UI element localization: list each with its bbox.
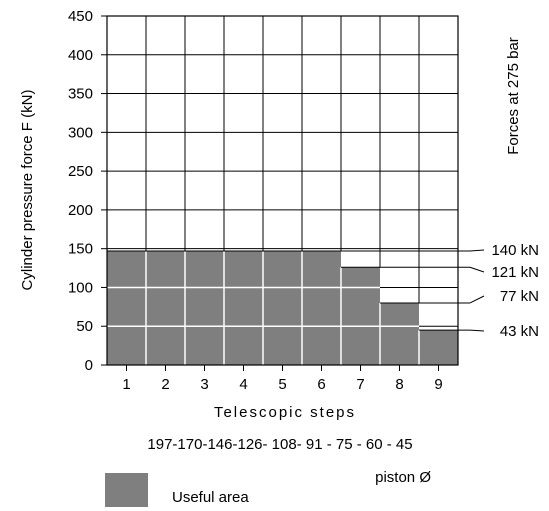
legend: Useful area bbox=[105, 473, 249, 507]
y-tick-label: 200 bbox=[68, 202, 93, 219]
bar-step-4 bbox=[224, 250, 263, 365]
annotation-label: 43 kN bbox=[500, 323, 539, 340]
y-tick-label: 100 bbox=[68, 279, 93, 296]
bar-step-1 bbox=[107, 250, 146, 365]
y-tick-label: 400 bbox=[68, 47, 93, 64]
plot-frame bbox=[106, 15, 459, 366]
y-tick-label: 450 bbox=[68, 8, 93, 25]
annotation-leader bbox=[469, 266, 485, 273]
y-tick-labels: 0 50 100 150 200 250 300 350 400 450 bbox=[68, 8, 107, 374]
bar-step-6 bbox=[302, 250, 341, 365]
x-tick-label: 4 bbox=[239, 376, 247, 393]
bar-step-2 bbox=[146, 250, 185, 365]
bar-step-8 bbox=[380, 302, 419, 365]
legend-label: Useful area bbox=[172, 489, 249, 506]
y-axis-label: Cylinder pressure force F (kN) bbox=[19, 90, 36, 291]
bar-step-7 bbox=[341, 267, 380, 365]
y-tick-label: 350 bbox=[68, 86, 93, 103]
y-tick-label: 250 bbox=[68, 163, 93, 180]
x-axis-label: Telescopic steps bbox=[214, 404, 356, 421]
x-tick-label: 2 bbox=[161, 376, 169, 393]
side-label: Forces at 275 bar bbox=[505, 37, 522, 155]
legend-swatch bbox=[105, 473, 148, 507]
annotation-leader bbox=[469, 249, 485, 252]
bar-step-5 bbox=[263, 250, 302, 365]
piston-diameters: 197-170-146-126- 108- 91 - 75 - 60 - 45 bbox=[147, 436, 412, 453]
x-tick-labels: 1 2 3 4 5 6 7 8 9 bbox=[122, 365, 443, 393]
y-tick-label: 0 bbox=[85, 357, 93, 374]
x-tick-label: 3 bbox=[200, 376, 208, 393]
grid bbox=[107, 16, 458, 365]
bar-step-3 bbox=[185, 250, 224, 365]
annotation-leader bbox=[469, 329, 485, 332]
annotation-label: 77 kN bbox=[500, 288, 539, 305]
y-tick-label: 50 bbox=[76, 318, 93, 335]
annotation-label: 121 kN bbox=[491, 264, 539, 281]
x-tick-label: 5 bbox=[278, 376, 286, 393]
annotation-label: 140 kN bbox=[491, 242, 539, 259]
x-tick-label: 9 bbox=[434, 376, 442, 393]
x-tick-label: 6 bbox=[317, 376, 325, 393]
x-tick-label: 8 bbox=[395, 376, 403, 393]
y-tick-label: 150 bbox=[68, 241, 93, 258]
x-tick-label: 7 bbox=[356, 376, 364, 393]
x-tick-label: 1 bbox=[122, 376, 130, 393]
y-tick-label: 300 bbox=[68, 124, 93, 141]
annotation-leader bbox=[469, 295, 485, 304]
bar-step-9 bbox=[419, 330, 458, 365]
piston-label: piston Ø bbox=[375, 469, 431, 486]
annotations: 140 kN 121 kN 77 kN 43 kN bbox=[107, 242, 539, 340]
bars bbox=[107, 250, 458, 365]
